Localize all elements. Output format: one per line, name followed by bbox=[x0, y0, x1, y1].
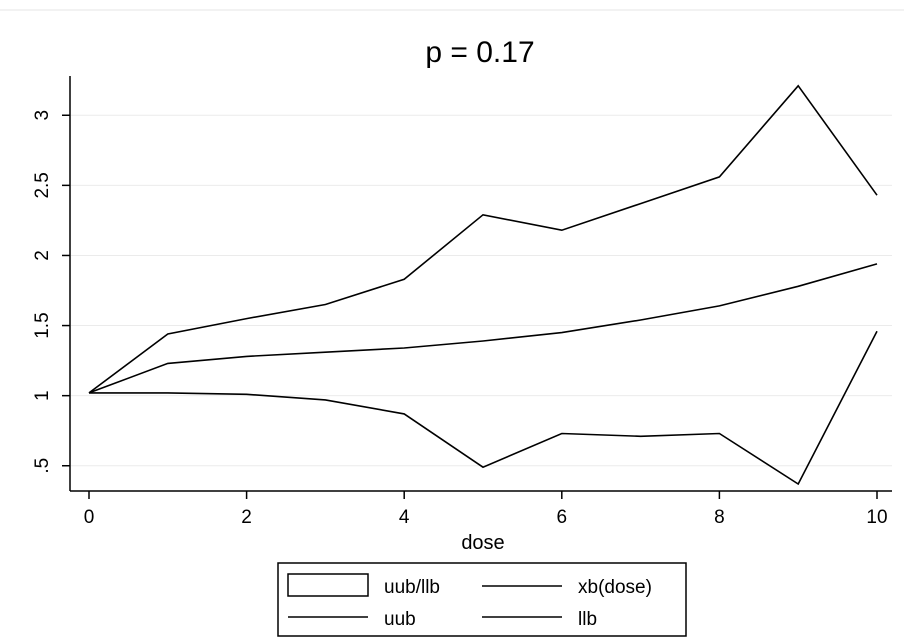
legend-entry-uub-llb: uub/llb bbox=[287, 573, 440, 598]
y-tick-label-1: 1 bbox=[32, 390, 53, 401]
x-tick-label-3: 6 bbox=[557, 507, 568, 528]
x-axis-ticks: 0 2 4 6 8 10 bbox=[84, 491, 888, 528]
series-line-xb-dose- bbox=[88, 263, 878, 394]
legend-entry-xb-dose: xb(dose) bbox=[482, 577, 652, 598]
x-tick-label-2: 4 bbox=[399, 507, 410, 528]
legend-label-llb: llb bbox=[578, 609, 597, 630]
series-line-llb bbox=[89, 330, 878, 486]
series-lines bbox=[88, 84, 878, 486]
x-tick-label-0: 0 bbox=[84, 507, 95, 528]
legend-area-swatch bbox=[287, 573, 369, 597]
y-tick-label-2: 1.5 bbox=[32, 312, 53, 338]
y-tick-label-3: 2 bbox=[32, 250, 53, 261]
legend: uub/llb xb(dose) uub llb bbox=[277, 562, 687, 637]
legend-label-uub-llb: uub/llb bbox=[384, 577, 440, 598]
x-tick-label-5: 10 bbox=[866, 507, 887, 528]
y-tick-label-5: 3 bbox=[32, 110, 53, 121]
y-axis-ticks: .5 1 1.5 2 2.5 3 bbox=[32, 110, 70, 474]
legend-entry-uub: uub bbox=[288, 609, 416, 630]
y-tick-label-4: 2.5 bbox=[32, 172, 53, 198]
y-tick-label-0: .5 bbox=[32, 458, 53, 474]
legend-label-xb-dose: xb(dose) bbox=[578, 577, 652, 598]
chart-title: p = 0.17 bbox=[425, 36, 534, 69]
x-axis-title: dose bbox=[461, 532, 504, 554]
x-tick-label-4: 8 bbox=[714, 507, 725, 528]
x-tick-label-1: 2 bbox=[241, 507, 252, 528]
legend-label-uub: uub bbox=[384, 609, 416, 630]
legend-entry-llb: llb bbox=[482, 609, 597, 630]
series-line-uub bbox=[88, 84, 878, 394]
